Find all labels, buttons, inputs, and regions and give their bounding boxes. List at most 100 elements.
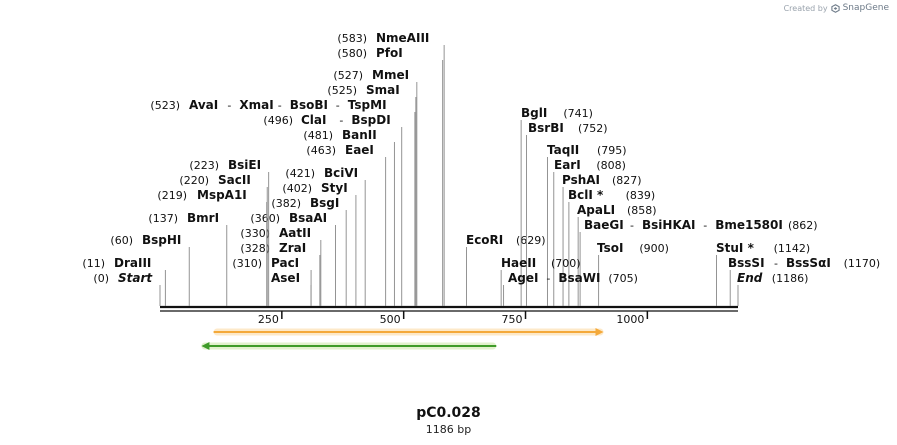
- site-bsphi: (60) BspHI: [110, 233, 190, 306]
- site-taqii: TaqII (795): [546, 143, 627, 306]
- site-name-label: BaeGI: [584, 218, 624, 232]
- axis-tick-label: 750: [502, 313, 523, 326]
- site-bsgi: (382) BsgI: [271, 196, 347, 306]
- site-separator: -: [703, 219, 707, 232]
- site-name-label: End: [737, 271, 763, 285]
- site-eari: EarI (808): [553, 158, 626, 306]
- site-name-label: BclI *: [568, 188, 604, 202]
- site-separator: -: [227, 99, 231, 112]
- credit-brand: SnapGene: [842, 3, 889, 13]
- site-position-label: (839): [626, 189, 656, 202]
- site-name-label: TsoI: [597, 241, 623, 255]
- site-position-label: (1186): [772, 272, 809, 285]
- site-name-label: EarI: [554, 158, 581, 172]
- site-position-label: (583): [337, 32, 367, 45]
- site-mspa1i: (219) MspA1I: [157, 188, 268, 306]
- site-position-label: (858): [627, 204, 657, 217]
- site-bsaai: (360) BsaAI: [250, 211, 336, 306]
- site-name-label: PfoI: [376, 46, 403, 60]
- site-clai: (496) ClaI - BspDI: [263, 113, 403, 306]
- site-agei: AgeI - BsaWI (705): [503, 271, 638, 306]
- site-tsoi: TsoI (900): [597, 241, 669, 306]
- site-bsrbi: BsrBI (752): [526, 121, 608, 306]
- site-position-label: (328): [240, 242, 270, 255]
- site-name-label: BspHI: [142, 233, 181, 247]
- plasmid-name: pC0.028: [416, 405, 481, 421]
- site-name-label: AatII: [279, 226, 311, 240]
- site-mmei: (527) MmeI: [333, 68, 418, 306]
- site-position-label: (481): [303, 129, 333, 142]
- site-position-label: (463): [306, 144, 336, 157]
- site-name-label: NmeAIII: [376, 31, 429, 45]
- site-zrai: (328) ZraI: [240, 241, 321, 306]
- site-bcivi: (421) BciVI: [285, 166, 366, 306]
- axis-tick-label: 1000: [616, 313, 644, 326]
- site-position-label: (382): [271, 197, 301, 210]
- site-pshai: PshAI (827): [562, 173, 642, 306]
- site-position-label: (219): [157, 189, 187, 202]
- site-position-label: (523): [150, 99, 180, 112]
- axis-tick-label: 250: [258, 313, 279, 326]
- site-position-label: (527): [333, 69, 363, 82]
- site-name-label: BspDI: [351, 113, 390, 127]
- site-separator: -: [546, 272, 550, 285]
- site-position-label: (629): [516, 234, 546, 247]
- site-name-label: AvaI: [189, 98, 218, 112]
- site-sacii: (220) SacII: [179, 173, 268, 306]
- site-eaei: (463) EaeI: [306, 143, 387, 306]
- site-draiii: (11) DraIII: [82, 256, 166, 306]
- site-avai: (523) AvaI - XmaI - BsoBI - TspMI: [150, 98, 416, 306]
- site-name-label: HaeII: [501, 256, 536, 270]
- site-name-label: BsiHKAI: [642, 218, 696, 232]
- site-name-label: SacII: [218, 173, 251, 187]
- site-pfoi: (580) PfoI: [337, 46, 444, 306]
- site-position-label: (900): [639, 242, 669, 255]
- site-smai: (525) SmaI: [327, 83, 417, 306]
- restriction-map: 250 500 750 1000 (583) NmeAIII (580) PfoI (527) M…: [82, 31, 880, 350]
- site-name-label: BsoBI: [290, 98, 328, 112]
- site-name-label: MspA1I: [197, 188, 247, 202]
- site-ecori: EcoRI (629): [466, 233, 546, 306]
- site-apali: ApaLI (858): [577, 203, 657, 306]
- site-bsssi: BssSI - BssSαI (1170): [728, 256, 880, 306]
- site-end: End (1186): [737, 271, 808, 306]
- site-position-label: (525): [327, 84, 357, 97]
- site-position-label: (705): [608, 272, 638, 285]
- site-position-label: (0): [93, 272, 109, 285]
- site-name-label: BsrBI: [528, 121, 564, 135]
- site-name-label: BmrI: [187, 211, 219, 225]
- feature-orange-arrowhead: [595, 328, 604, 336]
- site-separator: -: [339, 114, 343, 127]
- site-name-label: BssSI: [728, 256, 765, 270]
- site-separator: -: [278, 99, 282, 112]
- site-name-label: ZraI: [279, 241, 306, 255]
- site-separator: -: [336, 99, 340, 112]
- site-name-label: SmaI: [366, 83, 400, 97]
- site-baegi: BaeGI - BsiHKAI - Bme1580I (862): [579, 218, 818, 306]
- site-name-label: XmaI: [239, 98, 273, 112]
- site-name-label: DraIII: [114, 256, 151, 270]
- site-position-label: (402): [282, 182, 312, 195]
- site-name-label: BanII: [342, 128, 377, 142]
- site-position-label: (700): [551, 257, 581, 270]
- site-position-label: (310): [232, 257, 262, 270]
- site-position-label: (60): [110, 234, 133, 247]
- site-position-label: (752): [578, 122, 608, 135]
- site-name-label: BsaAI: [289, 211, 327, 225]
- site-name-label: PshAI: [562, 173, 600, 187]
- snapgene-logo-icon: [830, 3, 840, 13]
- site-position-label: (11): [82, 257, 105, 270]
- site-position-label: (741): [563, 107, 593, 120]
- site-position-label: (862): [788, 219, 818, 232]
- site-aatii: (330) AatII: [240, 226, 322, 306]
- site-name-label: BciVI: [324, 166, 358, 180]
- site-paci: (310) PacI: [232, 256, 312, 306]
- site-nmeaiii: (583) NmeAIII: [337, 31, 445, 306]
- site-name-label: ClaI: [301, 113, 326, 127]
- site-name-label: ApaLI: [577, 203, 615, 217]
- site-name-label: StuI *: [716, 241, 755, 255]
- site-name-label: Bme1580I: [715, 218, 783, 232]
- feature-green: [201, 342, 497, 350]
- site-bsiei: (223) BsiEI: [189, 158, 270, 306]
- site-position-label: (220): [179, 174, 209, 187]
